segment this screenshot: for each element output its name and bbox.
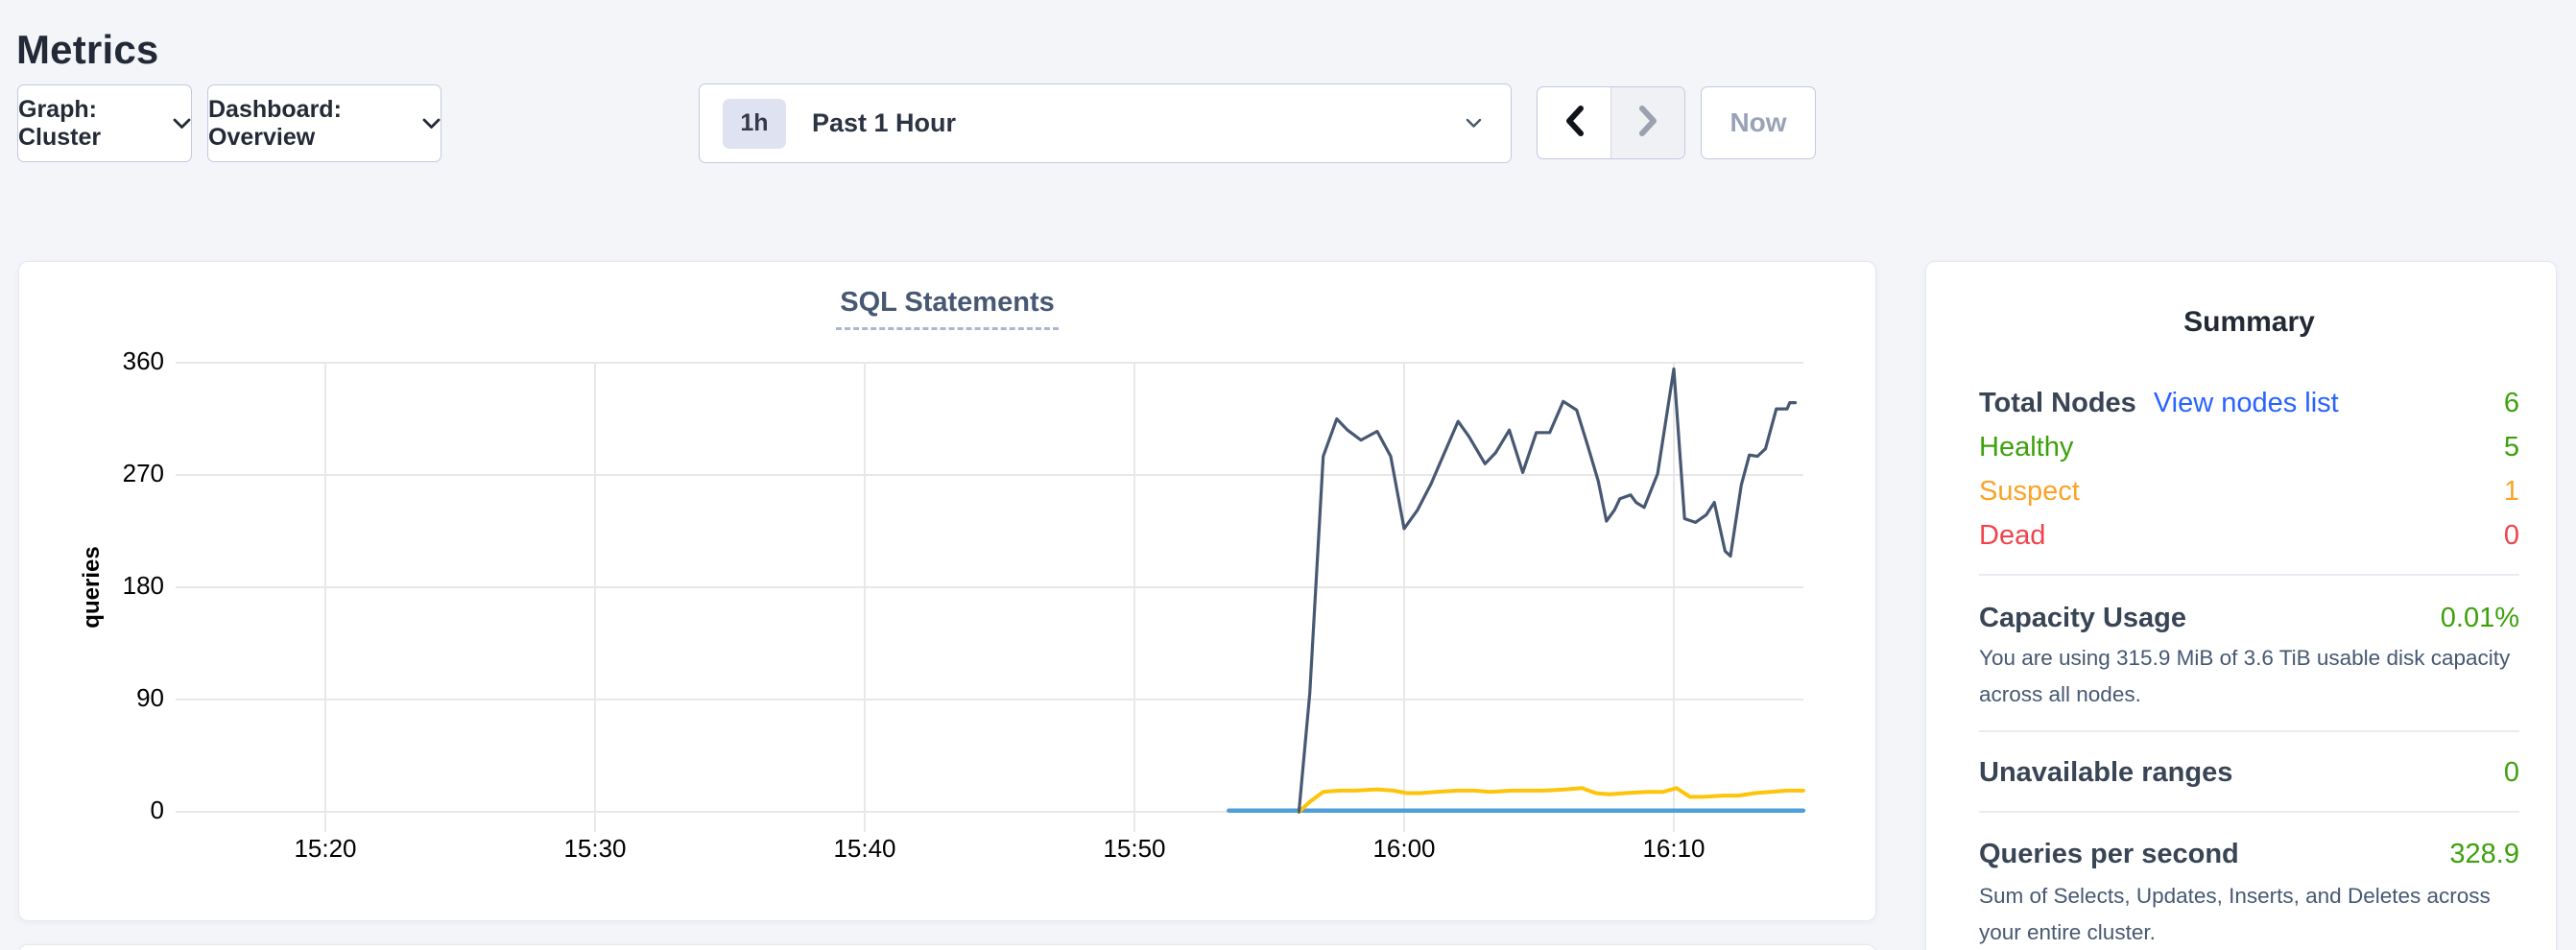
svg-text:15:40: 15:40 <box>833 834 895 863</box>
capacity-usage-description: You are using 315.9 MiB of 3.6 TiB usabl… <box>1979 646 2511 706</box>
total-nodes-label: Total Nodes <box>1979 388 2136 418</box>
queries-per-second-description: Sum of Selects, Updates, Inserts, and De… <box>1979 884 2491 944</box>
svg-text:0: 0 <box>151 796 164 824</box>
chevron-down-icon <box>173 118 191 130</box>
sql-statements-chart-card: SQL Statements queries 0 90 180 270 360 15:20… <box>18 261 1876 921</box>
now-button[interactable]: Now <box>1701 86 1816 159</box>
chart-title[interactable]: SQL Statements <box>836 287 1059 330</box>
total-nodes-row: Total Nodes View nodes list 6 <box>1979 381 2519 425</box>
time-range-badge: 1h <box>723 98 786 149</box>
next-timeframe-button[interactable] <box>1610 87 1684 158</box>
queries-per-second-label: Queries per second <box>1979 839 2239 869</box>
suspect-label: Suspect <box>1979 476 2080 507</box>
chevron-down-icon <box>1466 118 1482 129</box>
divider <box>1979 574 2519 576</box>
series-yellow <box>1297 786 1805 814</box>
svg-text:16:00: 16:00 <box>1372 834 1435 863</box>
sql-statements-chart[interactable]: 0 90 180 270 360 15:20 15:30 15:40 15:50 16:00 16:… <box>19 262 1877 922</box>
suspect-nodes-row: Suspect 1 <box>1979 469 2519 513</box>
svg-text:270: 270 <box>123 459 164 487</box>
unavailable-ranges-row: Unavailable ranges 0 <box>1979 750 2519 795</box>
svg-text:15:30: 15:30 <box>563 834 626 863</box>
dashboard-dropdown[interactable]: Dashboard: Overview <box>207 84 441 162</box>
graph-dropdown[interactable]: Graph: Cluster <box>17 84 192 162</box>
series-navy <box>1297 367 1798 814</box>
capacity-usage-value: 0.01% <box>2440 603 2519 633</box>
unavailable-ranges-value: 0 <box>2503 757 2519 788</box>
next-chart-card-edge <box>18 944 1876 950</box>
dashboard-dropdown-label: Dashboard: Overview <box>208 95 342 151</box>
svg-text:360: 360 <box>123 346 164 375</box>
chevron-right-icon <box>1637 105 1658 142</box>
total-nodes-value: 6 <box>2503 388 2519 418</box>
dead-value: 0 <box>2503 520 2519 551</box>
queries-per-second-value: 328.9 <box>2449 839 2519 869</box>
svg-text:180: 180 <box>123 571 164 600</box>
svg-text:15:20: 15:20 <box>294 834 356 863</box>
capacity-usage-row: Capacity Usage 0.01% <box>1979 596 2519 640</box>
chevron-left-icon <box>1563 105 1585 142</box>
time-range-selector[interactable]: 1h Past 1 Hour <box>699 83 1512 163</box>
view-nodes-list-link[interactable]: View nodes list <box>2153 388 2339 418</box>
healthy-label: Healthy <box>1979 432 2074 463</box>
suspect-value: 1 <box>2503 476 2519 507</box>
healthy-nodes-row: Healthy 5 <box>1979 425 2519 469</box>
svg-text:90: 90 <box>136 683 164 712</box>
time-range-label: Past 1 Hour <box>812 108 957 137</box>
dead-nodes-row: Dead 0 <box>1979 513 2519 558</box>
dead-label: Dead <box>1979 520 2046 551</box>
prev-timeframe-button[interactable] <box>1538 87 1610 158</box>
queries-per-second-row: Queries per second 328.9 <box>1979 832 2519 876</box>
unavailable-ranges-label: Unavailable ranges <box>1979 757 2233 788</box>
healthy-value: 5 <box>2503 432 2519 463</box>
summary-panel: Summary Total Nodes View nodes list 6 He… <box>1925 261 2557 950</box>
divider <box>1979 730 2519 732</box>
svg-text:15:50: 15:50 <box>1103 834 1165 863</box>
time-pager <box>1537 86 1685 159</box>
chevron-down-icon <box>422 118 441 130</box>
svg-text:16:10: 16:10 <box>1642 834 1705 863</box>
graph-dropdown-label: Graph: Cluster <box>18 95 102 151</box>
page-title: Metrics <box>16 27 159 73</box>
summary-title: Summary <box>2183 306 2315 338</box>
divider <box>1979 811 2519 813</box>
capacity-usage-label: Capacity Usage <box>1979 603 2186 633</box>
